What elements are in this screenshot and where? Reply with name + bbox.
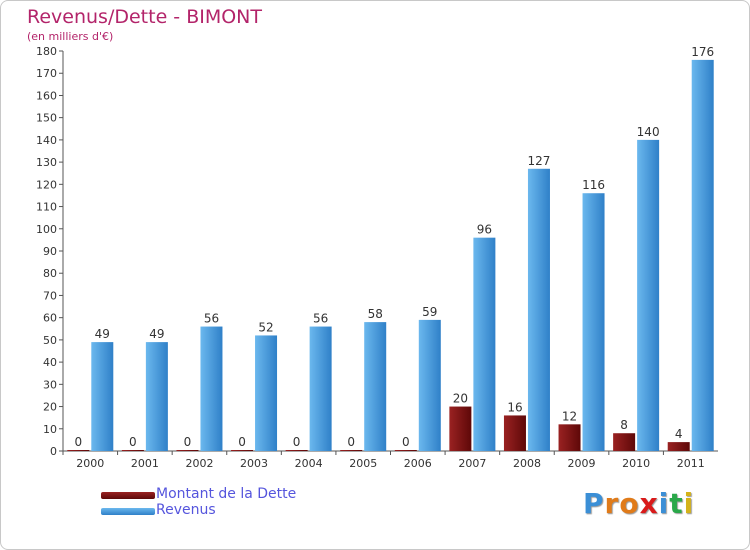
data-label-revenus-2006: 59 [422, 305, 437, 319]
y-tick-label: 20 [43, 401, 57, 414]
y-tick-label: 160 [36, 89, 57, 102]
data-label-revenus-2011: 176 [691, 45, 714, 59]
data-label-dette-2009: 12 [562, 409, 577, 423]
legend-swatch-dette [101, 492, 155, 499]
proxiti-logo: Proxiti [583, 487, 694, 520]
bar-dette-2000 [67, 450, 90, 451]
bar-revenus-2006 [418, 319, 441, 451]
y-tick-label: 60 [43, 312, 57, 325]
bar-revenus-2010 [637, 139, 660, 451]
bar-revenus-2004 [309, 326, 332, 451]
data-label-revenus-2005: 58 [368, 307, 383, 321]
bar-revenus-2002 [200, 326, 223, 451]
x-tick-label: 2000 [76, 457, 104, 470]
data-label-dette-2008: 16 [507, 400, 522, 414]
x-tick-label: 2010 [622, 457, 650, 470]
data-label-revenus-2002: 56 [204, 312, 219, 326]
chart-subtitle: (en milliers d'€) [27, 30, 114, 43]
chart-title: Revenus/Dette - BIMONT [27, 6, 263, 28]
logo-letter: i [658, 487, 670, 520]
logo-letter: r [604, 487, 620, 520]
data-label-dette-2010: 8 [620, 418, 628, 432]
data-label-dette-2007: 20 [453, 392, 468, 406]
bar-dette-2004 [285, 450, 308, 451]
logo-letter: t [669, 487, 684, 520]
y-tick-label: 30 [43, 378, 57, 391]
data-label-revenus-2009: 116 [582, 178, 605, 192]
bar-dette-2010 [613, 433, 636, 451]
bar-dette-2006 [394, 450, 417, 451]
y-tick-label: 80 [43, 267, 57, 280]
data-label-revenus-2001: 49 [149, 327, 164, 341]
legend-label-revenus: Revenus [156, 502, 216, 518]
y-tick-label: 90 [43, 245, 57, 258]
x-tick-label: 2004 [295, 457, 323, 470]
bar-revenus-2011 [691, 59, 714, 452]
y-tick-label: 170 [36, 67, 57, 80]
x-tick-label: 2006 [404, 457, 432, 470]
y-tick-label: 180 [36, 45, 57, 58]
bar-dette-2008 [503, 415, 526, 451]
x-tick-label: 2007 [458, 457, 486, 470]
data-label-dette-2011: 4 [675, 427, 683, 441]
y-tick-label: 140 [36, 134, 57, 147]
y-tick-label: 50 [43, 334, 57, 347]
bar-dette-2007 [449, 406, 472, 451]
y-tick-label: 130 [36, 156, 57, 169]
y-tick-label: 10 [43, 423, 57, 436]
x-tick-label: 2005 [349, 457, 377, 470]
data-label-dette-2003: 0 [238, 435, 246, 449]
bar-dette-2005 [340, 450, 363, 451]
logo-letter: P [583, 487, 605, 520]
bar-revenus-2005 [364, 322, 387, 451]
bar-dette-2009 [558, 424, 581, 451]
x-tick-label: 2001 [131, 457, 159, 470]
data-label-revenus-2000: 49 [95, 327, 110, 341]
x-tick-label: 2011 [677, 457, 705, 470]
legend-label-dette: Montant de la Dette [156, 486, 297, 502]
bar-revenus-2000 [91, 342, 114, 451]
data-label-dette-2006: 0 [402, 435, 410, 449]
bar-dette-2002 [176, 450, 199, 451]
data-label-revenus-2007: 96 [477, 223, 492, 237]
bar-dette-2011 [667, 442, 690, 451]
y-tick-label: 70 [43, 289, 57, 302]
data-label-dette-2001: 0 [129, 435, 137, 449]
data-label-dette-2004: 0 [293, 435, 301, 449]
bar-revenus-2008 [527, 168, 550, 451]
legend-swatch-revenus [101, 508, 155, 515]
bar-revenus-2009 [582, 193, 605, 451]
y-tick-label: 150 [36, 112, 57, 125]
bar-revenus-2007 [473, 237, 496, 451]
logo-letter: x [639, 487, 659, 520]
data-label-revenus-2003: 52 [258, 320, 273, 334]
data-label-dette-2005: 0 [347, 435, 355, 449]
x-tick-label: 2002 [185, 457, 213, 470]
data-label-revenus-2008: 127 [528, 154, 551, 168]
x-tick-label: 2009 [568, 457, 596, 470]
data-label-revenus-2004: 56 [313, 312, 328, 326]
bar-revenus-2003 [255, 335, 278, 451]
y-tick-label: 0 [50, 445, 57, 458]
logo-letter: i [683, 487, 695, 520]
data-label-dette-2000: 0 [74, 435, 82, 449]
bar-dette-2001 [121, 450, 144, 451]
logo-letter: o [619, 487, 640, 520]
x-tick-label: 2003 [240, 457, 268, 470]
y-tick-label: 40 [43, 356, 57, 369]
bar-revenus-2001 [145, 342, 168, 451]
x-tick-label: 2008 [513, 457, 541, 470]
data-label-dette-2002: 0 [184, 435, 192, 449]
bar-dette-2003 [231, 450, 254, 451]
y-tick-label: 120 [36, 178, 57, 191]
y-tick-label: 100 [36, 223, 57, 236]
data-label-revenus-2010: 140 [637, 125, 660, 139]
y-tick-label: 110 [36, 201, 57, 214]
